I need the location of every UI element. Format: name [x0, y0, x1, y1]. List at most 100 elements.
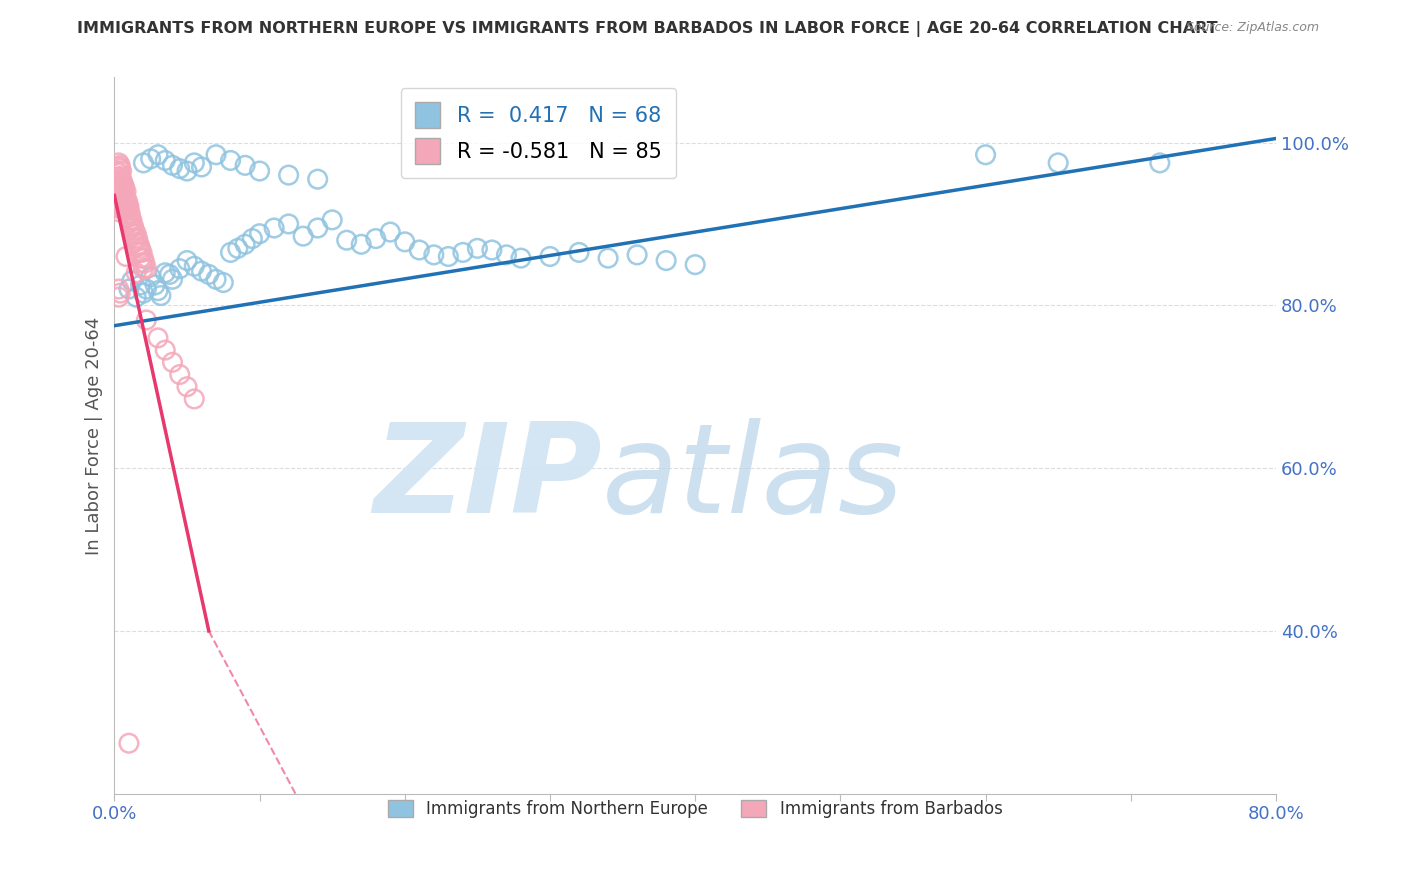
Point — [107, 290, 129, 304]
Point — [219, 153, 242, 168]
Point — [176, 380, 198, 394]
Point — [115, 185, 138, 199]
Text: ZIP: ZIP — [374, 418, 602, 539]
Point — [112, 183, 135, 197]
Point — [111, 164, 134, 178]
Point — [112, 178, 135, 192]
Point — [596, 251, 619, 265]
Point — [190, 264, 212, 278]
Point — [111, 175, 134, 189]
Point — [111, 188, 134, 202]
Point — [134, 256, 156, 270]
Point — [176, 164, 198, 178]
Point — [169, 368, 191, 382]
Point — [139, 152, 162, 166]
Point — [683, 258, 706, 272]
Point — [655, 253, 678, 268]
Point — [117, 194, 139, 209]
Point — [107, 188, 129, 202]
Point — [197, 268, 219, 282]
Point — [139, 269, 162, 284]
Point — [408, 243, 430, 257]
Point — [117, 207, 139, 221]
Point — [146, 331, 169, 345]
Point — [124, 223, 146, 237]
Point — [1149, 156, 1171, 170]
Point — [114, 194, 136, 209]
Point — [118, 199, 141, 213]
Point — [111, 202, 134, 217]
Point — [114, 180, 136, 194]
Text: IMMIGRANTS FROM NORTHERN EUROPE VS IMMIGRANTS FROM BARBADOS IN LABOR FORCE | AGE: IMMIGRANTS FROM NORTHERN EUROPE VS IMMIG… — [77, 21, 1218, 37]
Point — [117, 199, 139, 213]
Point — [183, 392, 205, 406]
Point — [162, 272, 184, 286]
Point — [467, 241, 489, 255]
Point — [112, 196, 135, 211]
Point — [125, 227, 148, 241]
Point — [125, 266, 148, 280]
Point — [277, 168, 299, 182]
Point — [117, 202, 139, 217]
Point — [233, 237, 256, 252]
Point — [380, 225, 402, 239]
Point — [107, 166, 129, 180]
Point — [233, 158, 256, 172]
Point — [263, 221, 285, 235]
Point — [183, 156, 205, 170]
Point — [107, 204, 129, 219]
Point — [132, 261, 155, 276]
Point — [105, 201, 128, 215]
Point — [110, 176, 132, 190]
Point — [110, 185, 132, 199]
Point — [107, 282, 129, 296]
Point — [127, 240, 149, 254]
Legend: Immigrants from Northern Europe, Immigrants from Barbados: Immigrants from Northern Europe, Immigra… — [381, 793, 1010, 825]
Point — [114, 186, 136, 200]
Point — [120, 207, 142, 221]
Point — [125, 235, 148, 249]
Point — [110, 286, 132, 301]
Point — [132, 251, 155, 265]
Point — [112, 176, 135, 190]
Point — [190, 160, 212, 174]
Point — [162, 158, 184, 172]
Point — [350, 237, 373, 252]
Point — [118, 202, 141, 217]
Point — [307, 221, 329, 235]
Point — [128, 237, 150, 252]
Point — [205, 147, 228, 161]
Point — [112, 191, 135, 205]
Point — [118, 207, 141, 221]
Point — [122, 227, 145, 241]
Point — [155, 266, 177, 280]
Point — [129, 277, 152, 292]
Point — [105, 164, 128, 178]
Point — [121, 219, 143, 233]
Point — [155, 343, 177, 357]
Point — [132, 286, 155, 301]
Point — [110, 158, 132, 172]
Point — [112, 199, 135, 213]
Point — [118, 282, 141, 296]
Point — [120, 212, 142, 227]
Point — [121, 274, 143, 288]
Point — [127, 231, 149, 245]
Point — [394, 235, 416, 249]
Point — [146, 284, 169, 298]
Point — [111, 172, 134, 186]
Point — [131, 256, 153, 270]
Point — [118, 736, 141, 750]
Point — [626, 248, 648, 262]
Point — [481, 243, 503, 257]
Point — [451, 245, 474, 260]
Point — [135, 261, 157, 276]
Point — [111, 194, 134, 209]
Point — [115, 194, 138, 209]
Point — [149, 288, 172, 302]
Point — [115, 191, 138, 205]
Point — [115, 250, 138, 264]
Point — [115, 204, 138, 219]
Point — [125, 290, 148, 304]
Point — [169, 261, 191, 276]
